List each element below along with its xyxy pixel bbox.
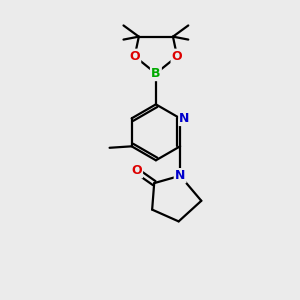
Text: O: O (129, 50, 140, 63)
Text: N: N (175, 169, 185, 182)
Text: O: O (131, 164, 142, 177)
Text: O: O (172, 50, 182, 63)
Text: N: N (179, 112, 190, 125)
Text: B: B (151, 67, 160, 80)
